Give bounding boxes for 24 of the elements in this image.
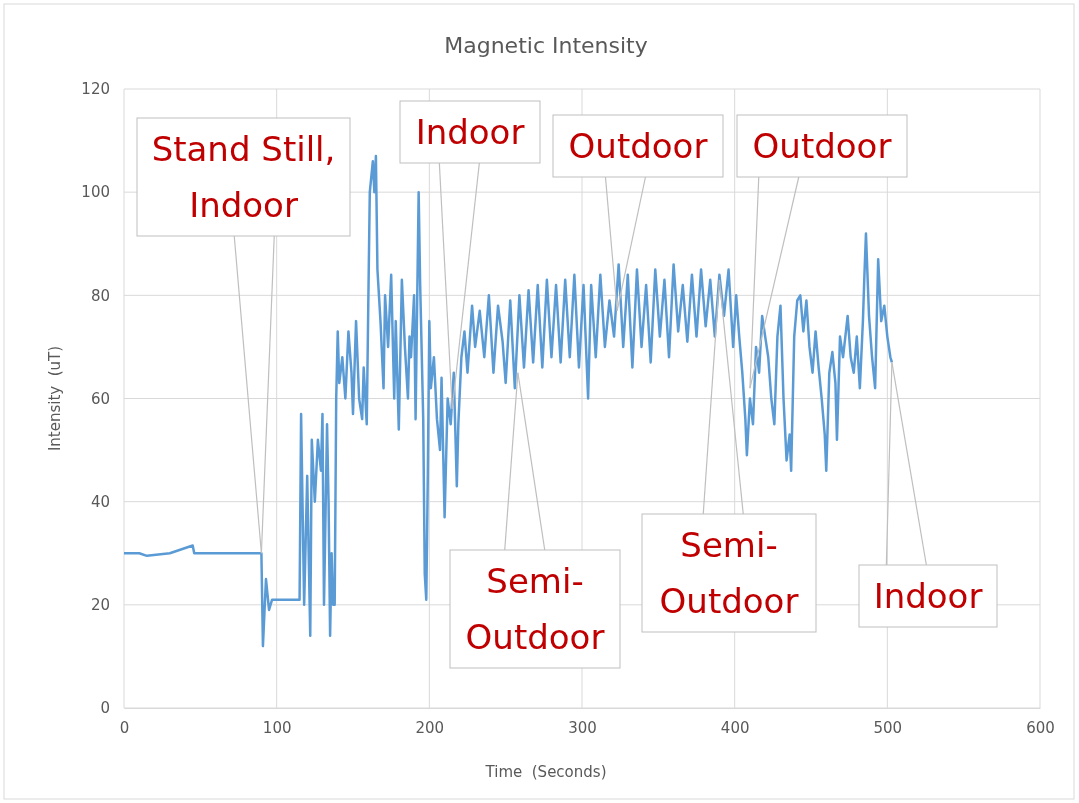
y-tick-label: 0 bbox=[100, 699, 110, 718]
x-tick-label: 100 bbox=[262, 718, 292, 737]
x-tick-label: 200 bbox=[415, 718, 445, 737]
annotation: Stand Still, Indoor bbox=[151, 129, 336, 225]
y-axis-title: Intensity (uT) bbox=[46, 345, 64, 452]
y-tick-label: 20 bbox=[90, 596, 110, 615]
y-tick-label: 40 bbox=[90, 492, 110, 511]
annotation: Indoor bbox=[415, 112, 525, 152]
y-tick-label: 100 bbox=[81, 183, 110, 202]
annotation: Outdoor bbox=[568, 126, 708, 166]
x-tick-label: 0 bbox=[119, 718, 130, 737]
annotation: Semi- Outdoor bbox=[465, 561, 605, 657]
annotation: Outdoor bbox=[752, 126, 892, 166]
x-tick-label: 300 bbox=[568, 718, 597, 737]
x-tick-label: 600 bbox=[1026, 718, 1055, 737]
y-tick-label: 60 bbox=[90, 389, 110, 408]
x-tick-label: 400 bbox=[720, 718, 750, 737]
annotation: Indoor bbox=[873, 576, 983, 616]
x-axis-title: Time (Seconds) bbox=[484, 763, 607, 781]
y-tick-label: 120 bbox=[81, 80, 110, 99]
chart-title: Magnetic Intensity bbox=[444, 33, 648, 58]
annotation: Semi- Outdoor bbox=[659, 525, 799, 621]
x-tick-label: 500 bbox=[873, 718, 903, 737]
y-tick-label: 80 bbox=[90, 286, 110, 305]
